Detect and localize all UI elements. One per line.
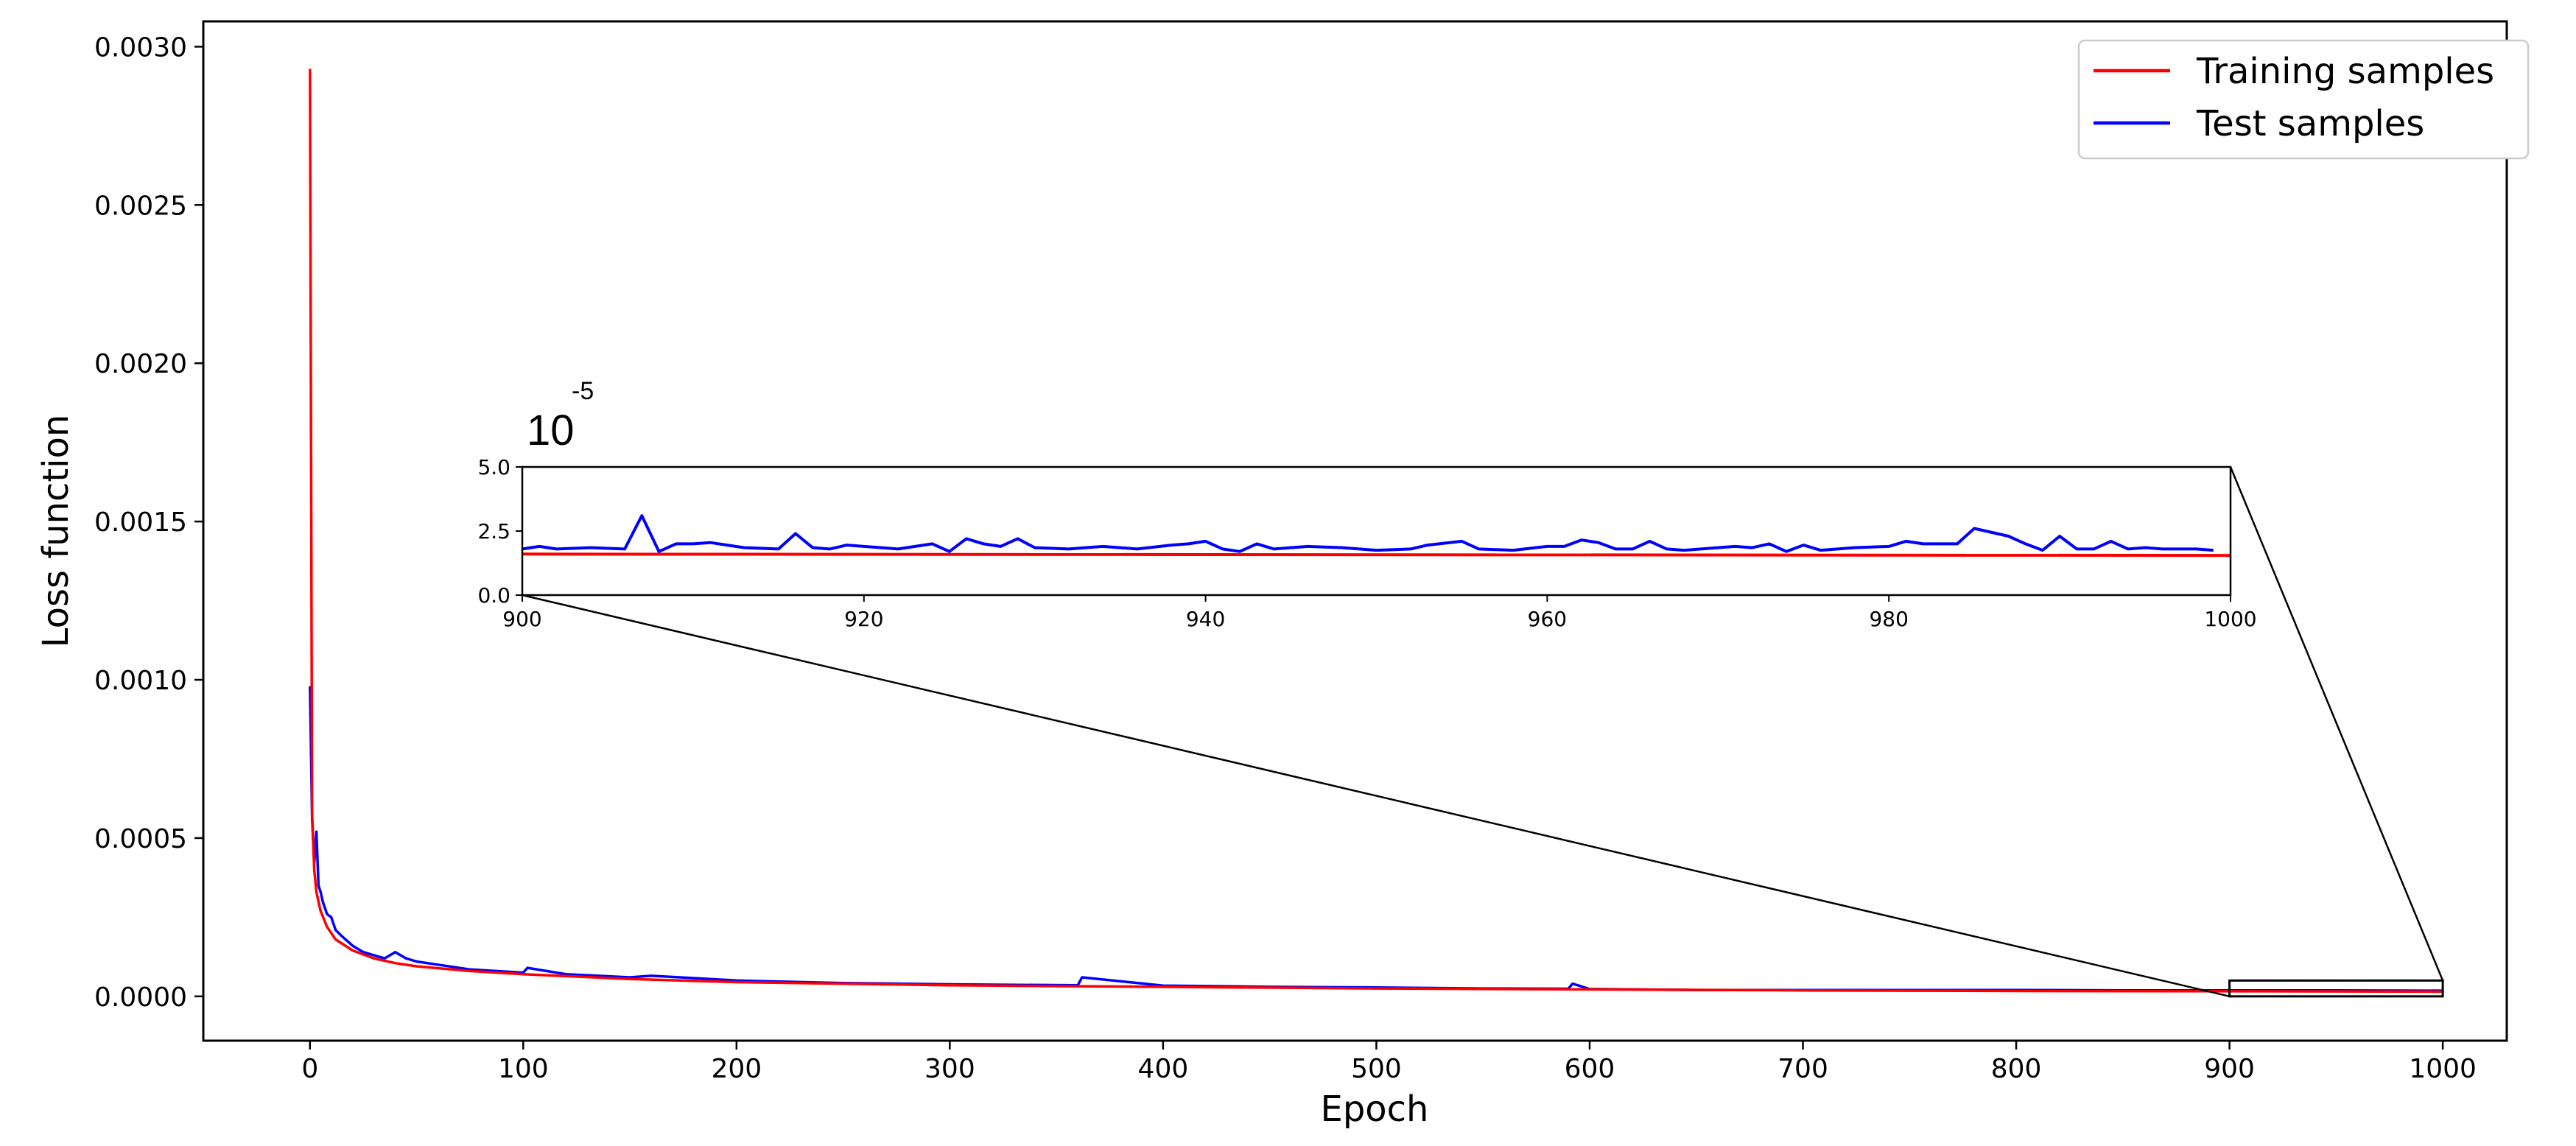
zoom-connector-line	[522, 594, 2230, 998]
x-tick-label: 300	[924, 1054, 975, 1084]
x-tick-label: 600	[1565, 1054, 1615, 1084]
y-tick-label: 0.0025	[94, 191, 187, 221]
y-tick-label: 0.0030	[94, 32, 187, 63]
x-tick-label: 400	[1138, 1054, 1189, 1084]
inset-background	[522, 467, 2231, 595]
inset-series-lines	[522, 514, 2231, 558]
zoom-region-box	[2228, 979, 2444, 998]
training-series-line	[309, 68, 2443, 994]
legend-label-test: Test samples	[2196, 103, 2424, 144]
x-tick-label: 200	[711, 1054, 762, 1084]
main-series-lines	[309, 68, 2443, 994]
x-tick-label: 0	[301, 1054, 318, 1084]
y-axis-title: Loss function	[35, 415, 77, 648]
inset-x-tick-label: 960	[1528, 607, 1567, 631]
inset-x-axis-ticks: 900 920 940 960 980 1000	[502, 595, 2257, 631]
main-plot: 0 100 200 300 400 500 600 700 800 900 1000 0.00000…	[94, 20, 2508, 1084]
inset-y-tick-label: 5.0	[477, 455, 510, 479]
x-tick-label: 700	[1777, 1054, 1828, 1084]
inset-y-tick-label: 0.0	[477, 583, 510, 608]
inset-y-axis-ticks: 0.0 2.5 5.0	[477, 455, 522, 608]
main-y-axis-ticks: 0.0000 0.0005 0.0010 0.0015 0.0020 0.0025 0.00…	[94, 32, 203, 1013]
inset-x-tick-label: 1000	[2204, 607, 2256, 631]
inset-scale-base: 10	[527, 407, 575, 454]
x-tick-label: 500	[1351, 1054, 1402, 1084]
x-tick-label: 900	[2204, 1054, 2255, 1084]
x-tick-label: 1000	[2409, 1054, 2477, 1084]
inset-x-tick-label: 980	[1869, 607, 1908, 631]
y-tick-label: 0.0020	[94, 349, 187, 379]
y-tick-label: 0.0005	[94, 824, 187, 854]
inset-x-tick-label: 940	[1186, 607, 1225, 631]
inset-x-tick-label: 900	[502, 607, 541, 631]
legend-box	[2077, 39, 2530, 160]
inset-y-tick-label: 2.5	[477, 519, 510, 544]
inset-test-series-line	[522, 514, 2214, 553]
inset-plot-frame	[521, 465, 2232, 597]
x-axis-title: Epoch	[1321, 1089, 1429, 1130]
y-tick-label: 0.0010	[94, 666, 187, 696]
inset-scale-exponent: -5	[572, 377, 594, 405]
legend: Training samples Test samples	[2077, 39, 2530, 160]
x-tick-label: 100	[498, 1054, 549, 1084]
legend-label-training: Training samples	[2196, 51, 2494, 92]
inset-training-series-line	[522, 552, 2231, 558]
test-series-line	[309, 686, 2443, 992]
inset-plot: 900 920 940 960 980 1000 0.0 2.5 5.0 10 -5	[477, 377, 2256, 631]
zoom-connector-line	[2229, 466, 2444, 981]
main-x-axis-ticks: 0 100 200 300 400 500 600 700 800 900 1000	[301, 1041, 2477, 1084]
main-plot-frame	[202, 20, 2508, 1042]
y-tick-label: 0.0015	[94, 507, 187, 538]
x-tick-label: 800	[1991, 1054, 2042, 1084]
inset-x-tick-label: 920	[844, 607, 883, 631]
y-tick-label: 0.0000	[94, 982, 187, 1013]
